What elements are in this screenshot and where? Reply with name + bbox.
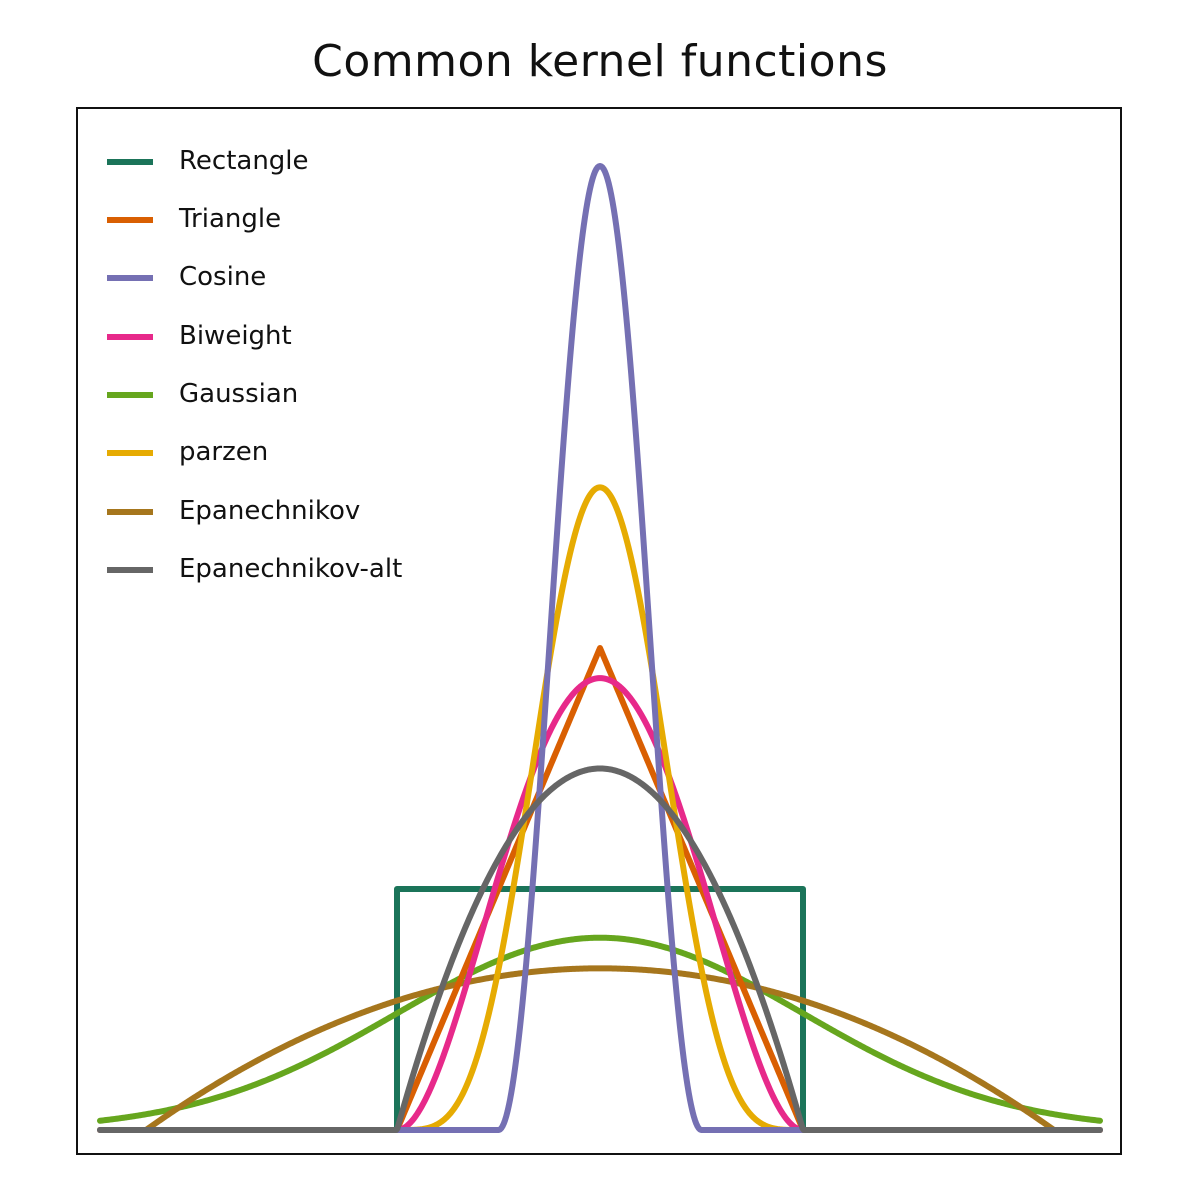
legend-label: Triangle xyxy=(179,204,282,234)
curve-epanechnikov xyxy=(97,965,1103,1133)
legend-swatch-parzen xyxy=(107,450,153,456)
legend-label: Rectangle xyxy=(179,146,309,176)
legend-item-gaussian: Gaussian xyxy=(107,375,447,415)
legend-label: Gaussian xyxy=(179,379,299,409)
legend-label: Epanechnikov-alt xyxy=(179,554,403,584)
plot-frame xyxy=(76,107,1122,1155)
chart-title: Common kernel functions xyxy=(312,36,888,87)
legend-swatch-rectangle xyxy=(107,159,153,165)
legend-label: Biweight xyxy=(179,321,292,351)
legend-label: parzen xyxy=(179,437,269,467)
legend-item-biweight: Biweight xyxy=(107,317,447,357)
curve-gaussian xyxy=(97,934,1103,1124)
legend-swatch-epanechnikov xyxy=(107,509,153,515)
legend-item-parzen: parzen xyxy=(107,433,447,473)
legend-swatch-biweight xyxy=(107,334,153,340)
legend-label: Epanechnikov xyxy=(179,496,361,526)
curve-group xyxy=(97,163,1103,1133)
legend-item-epanechnikov-alt: Epanechnikov-alt xyxy=(107,550,447,590)
legend-item-triangle: Triangle xyxy=(107,200,447,240)
legend-swatch-gaussian xyxy=(107,392,153,398)
legend-label: Cosine xyxy=(179,262,267,292)
legend-item-epanechnikov: Epanechnikov xyxy=(107,492,447,532)
legend-swatch-triangle xyxy=(107,217,153,223)
curve-rectangle xyxy=(97,886,1103,1133)
legend-item-rectangle: Rectangle xyxy=(107,142,447,182)
legend-swatch-epanechnikov-alt xyxy=(107,567,153,573)
legend-swatch-cosine xyxy=(107,275,153,281)
curve-epanechnikov-alt xyxy=(97,765,1103,1133)
legend-item-cosine: Cosine xyxy=(107,258,447,298)
